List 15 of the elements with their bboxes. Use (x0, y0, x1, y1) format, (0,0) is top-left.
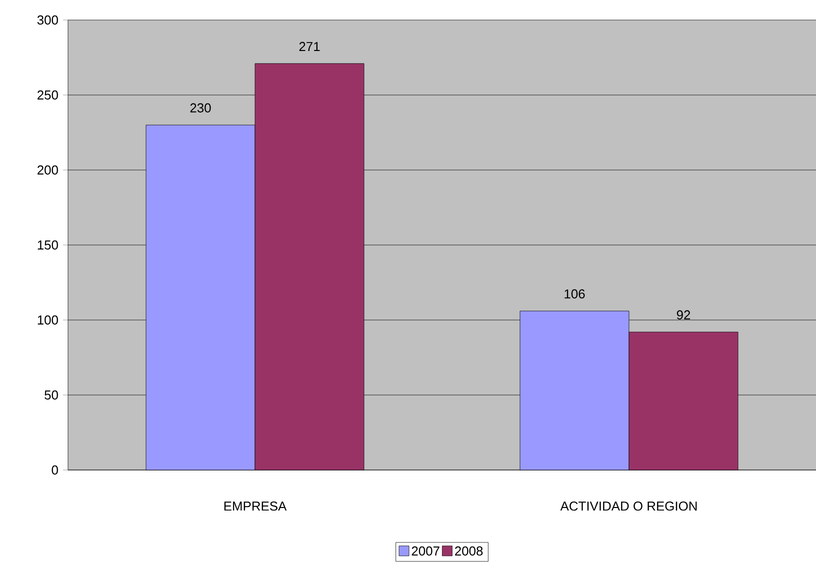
y-tick-label: 50 (44, 390, 58, 400)
legend-label: 2008 (455, 546, 483, 556)
y-tick-label: 250 (38, 90, 58, 100)
legend-label: 2007 (412, 546, 440, 556)
y-tick-label: 0 (52, 465, 58, 475)
y-tick-label: 100 (38, 315, 58, 325)
x-tick-label: EMPRESA (224, 502, 287, 511)
data-label: 271 (299, 42, 320, 51)
data-label: 106 (564, 289, 585, 298)
data-label: 92 (676, 310, 690, 320)
y-tick-label: 150 (38, 240, 58, 250)
y-tick-label: 200 (38, 165, 58, 175)
data-label: 230 (190, 103, 211, 112)
y-tick-label: 300 (37, 15, 58, 25)
x-tick-label: ACTIVIDAD O REGION (560, 502, 697, 511)
